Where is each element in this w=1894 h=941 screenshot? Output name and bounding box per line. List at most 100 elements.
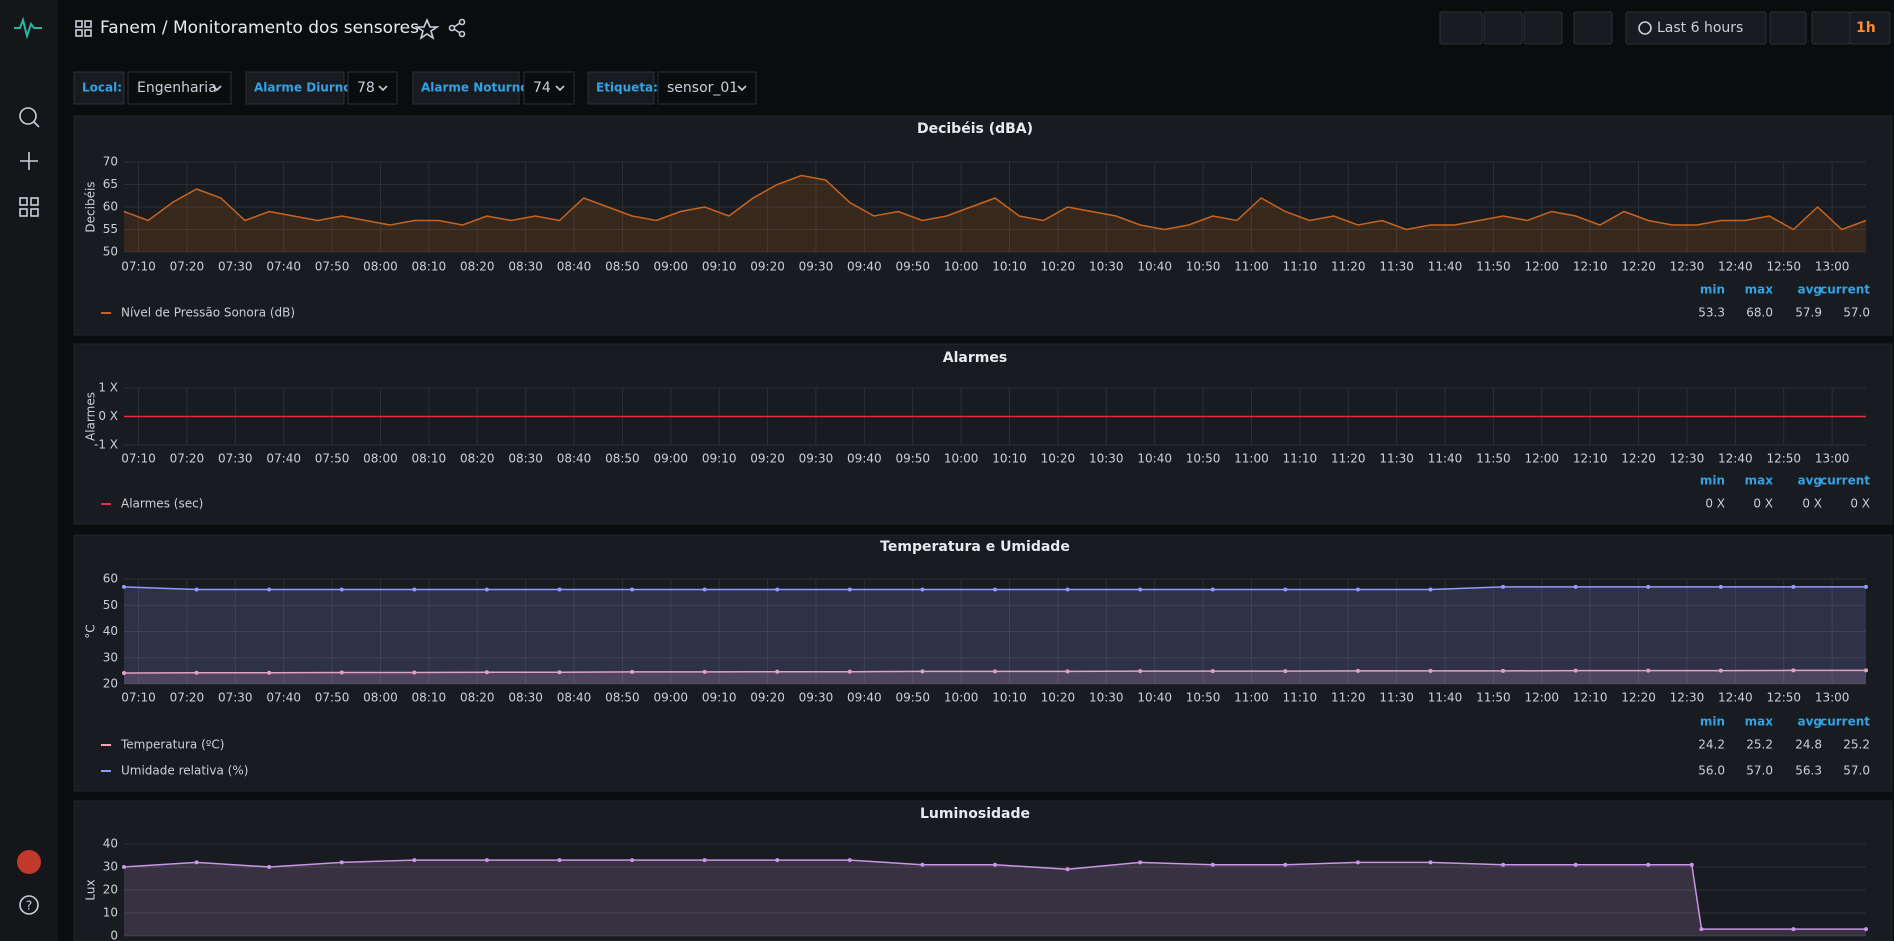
x-tick-label: 08:40 bbox=[557, 691, 592, 705]
legend-stat: 25.2 bbox=[1843, 738, 1870, 752]
x-tick-label: 10:40 bbox=[1137, 691, 1172, 705]
x-tick-label: 07:30 bbox=[218, 691, 253, 705]
tv-mode-button[interactable] bbox=[1574, 12, 1612, 44]
variable-label: Alarme Noturno: bbox=[421, 81, 533, 95]
point bbox=[1356, 860, 1360, 864]
point bbox=[1429, 588, 1433, 592]
x-tick-label: 07:50 bbox=[315, 691, 350, 705]
x-tick-label: 10:00 bbox=[944, 691, 979, 705]
y-tick-label: 20 bbox=[103, 883, 118, 897]
add-panel-button[interactable] bbox=[1440, 12, 1482, 44]
x-tick-label: 07:20 bbox=[170, 691, 205, 705]
x-tick-label: 07:10 bbox=[121, 691, 156, 705]
x-tick-label: 07:20 bbox=[170, 452, 205, 466]
x-tick-label: 10:00 bbox=[944, 452, 979, 466]
point bbox=[267, 865, 271, 869]
point bbox=[1646, 585, 1650, 589]
x-tick-label: 12:00 bbox=[1524, 691, 1559, 705]
point bbox=[340, 860, 344, 864]
point bbox=[1791, 585, 1795, 589]
x-tick-label: 10:30 bbox=[1089, 452, 1124, 466]
y-tick-label: 30 bbox=[103, 860, 118, 874]
variable-label: Alarme Diurno: bbox=[254, 81, 356, 95]
share-button[interactable] bbox=[450, 20, 465, 37]
legend-stat: 0 X bbox=[1802, 497, 1822, 511]
point bbox=[195, 588, 199, 592]
variables: Local: Engenharia Alarme Diurno:78 Alarme N… bbox=[74, 72, 756, 104]
time-range: Last 6 hours bbox=[1657, 20, 1743, 36]
legend-stat: 57.0 bbox=[1746, 764, 1773, 778]
dashboard-title[interactable]: Fanem / Monitoramento dos sensores bbox=[100, 18, 419, 38]
legend-stat-header: min bbox=[1700, 715, 1725, 729]
x-tick-label: 10:30 bbox=[1089, 260, 1124, 274]
x-tick-label: 12:30 bbox=[1670, 260, 1705, 274]
x-tick-label: 08:00 bbox=[363, 260, 398, 274]
variable-value: Engenharia bbox=[137, 80, 217, 96]
x-tick-label: 07:50 bbox=[315, 260, 350, 274]
x-tick-label: 09:30 bbox=[799, 452, 834, 466]
x-tick-label: 11:30 bbox=[1379, 691, 1414, 705]
avatar[interactable] bbox=[17, 850, 41, 874]
zoom-out-button[interactable] bbox=[1770, 12, 1806, 44]
x-tick-label: 09:30 bbox=[799, 691, 834, 705]
save-button[interactable] bbox=[1484, 12, 1522, 44]
x-tick-label: 09:50 bbox=[895, 691, 930, 705]
legend-stat-header: current bbox=[1820, 715, 1870, 729]
x-tick-label: 09:50 bbox=[895, 452, 930, 466]
x-tick-label: 12:10 bbox=[1573, 691, 1608, 705]
point bbox=[1138, 860, 1142, 864]
x-tick-label: 12:00 bbox=[1524, 260, 1559, 274]
y-axis-label: Lux bbox=[84, 879, 98, 900]
y-tick-label: 40 bbox=[103, 837, 118, 851]
x-tick-label: 10:40 bbox=[1137, 260, 1172, 274]
x-tick-label: 07:40 bbox=[266, 452, 301, 466]
point bbox=[1501, 585, 1505, 589]
x-tick-label: 10:00 bbox=[944, 260, 979, 274]
legend-stat-header: avg bbox=[1797, 283, 1822, 297]
x-tick-label: 08:00 bbox=[363, 691, 398, 705]
x-tick-label: 08:10 bbox=[412, 452, 447, 466]
point bbox=[1864, 927, 1868, 931]
point bbox=[340, 588, 344, 592]
point bbox=[993, 588, 997, 592]
refresh-button[interactable] bbox=[1812, 12, 1850, 44]
point bbox=[1719, 585, 1723, 589]
star-button[interactable] bbox=[417, 20, 437, 38]
x-tick-label: 07:30 bbox=[218, 452, 253, 466]
y-tick-label: 65 bbox=[103, 177, 118, 191]
x-tick-label: 08:30 bbox=[508, 452, 543, 466]
variable-label: Local: bbox=[82, 81, 122, 95]
legend-stat: 56.3 bbox=[1795, 764, 1822, 778]
point bbox=[122, 585, 126, 589]
x-tick-label: 08:50 bbox=[605, 260, 640, 274]
point bbox=[1211, 588, 1215, 592]
legend-stat-header: avg bbox=[1797, 474, 1822, 488]
variable-value: 78 bbox=[357, 80, 375, 96]
legend-stat-header: current bbox=[1820, 283, 1870, 297]
legend-stat-header: max bbox=[1745, 715, 1774, 729]
x-tick-label: 07:50 bbox=[315, 452, 350, 466]
panel-title: Alarmes bbox=[943, 350, 1007, 366]
x-tick-label: 11:40 bbox=[1428, 452, 1463, 466]
legend-stat: 57.0 bbox=[1843, 764, 1870, 778]
x-tick-label: 09:00 bbox=[653, 691, 688, 705]
y-tick-label: 50 bbox=[103, 598, 118, 612]
legend-stat: 57.9 bbox=[1795, 306, 1822, 320]
refresh-interval-label: 1h bbox=[1856, 20, 1876, 36]
svg-text:?: ? bbox=[26, 899, 32, 913]
y-tick-label: 0 bbox=[110, 929, 118, 941]
x-tick-label: 11:00 bbox=[1234, 452, 1269, 466]
x-tick-label: 09:40 bbox=[847, 452, 882, 466]
settings-button[interactable] bbox=[1524, 12, 1562, 44]
x-tick-label: 13:00 bbox=[1815, 691, 1850, 705]
x-tick-label: 10:50 bbox=[1186, 452, 1221, 466]
point bbox=[558, 588, 562, 592]
dashboard-icon bbox=[76, 21, 91, 36]
x-tick-label: 08:50 bbox=[605, 452, 640, 466]
y-tick-label: 10 bbox=[103, 906, 118, 920]
x-tick-label: 10:20 bbox=[1041, 691, 1076, 705]
point bbox=[1864, 585, 1868, 589]
x-tick-label: 10:40 bbox=[1137, 452, 1172, 466]
x-tick-label: 07:20 bbox=[170, 260, 205, 274]
legend-label: Alarmes (sec) bbox=[121, 497, 203, 511]
